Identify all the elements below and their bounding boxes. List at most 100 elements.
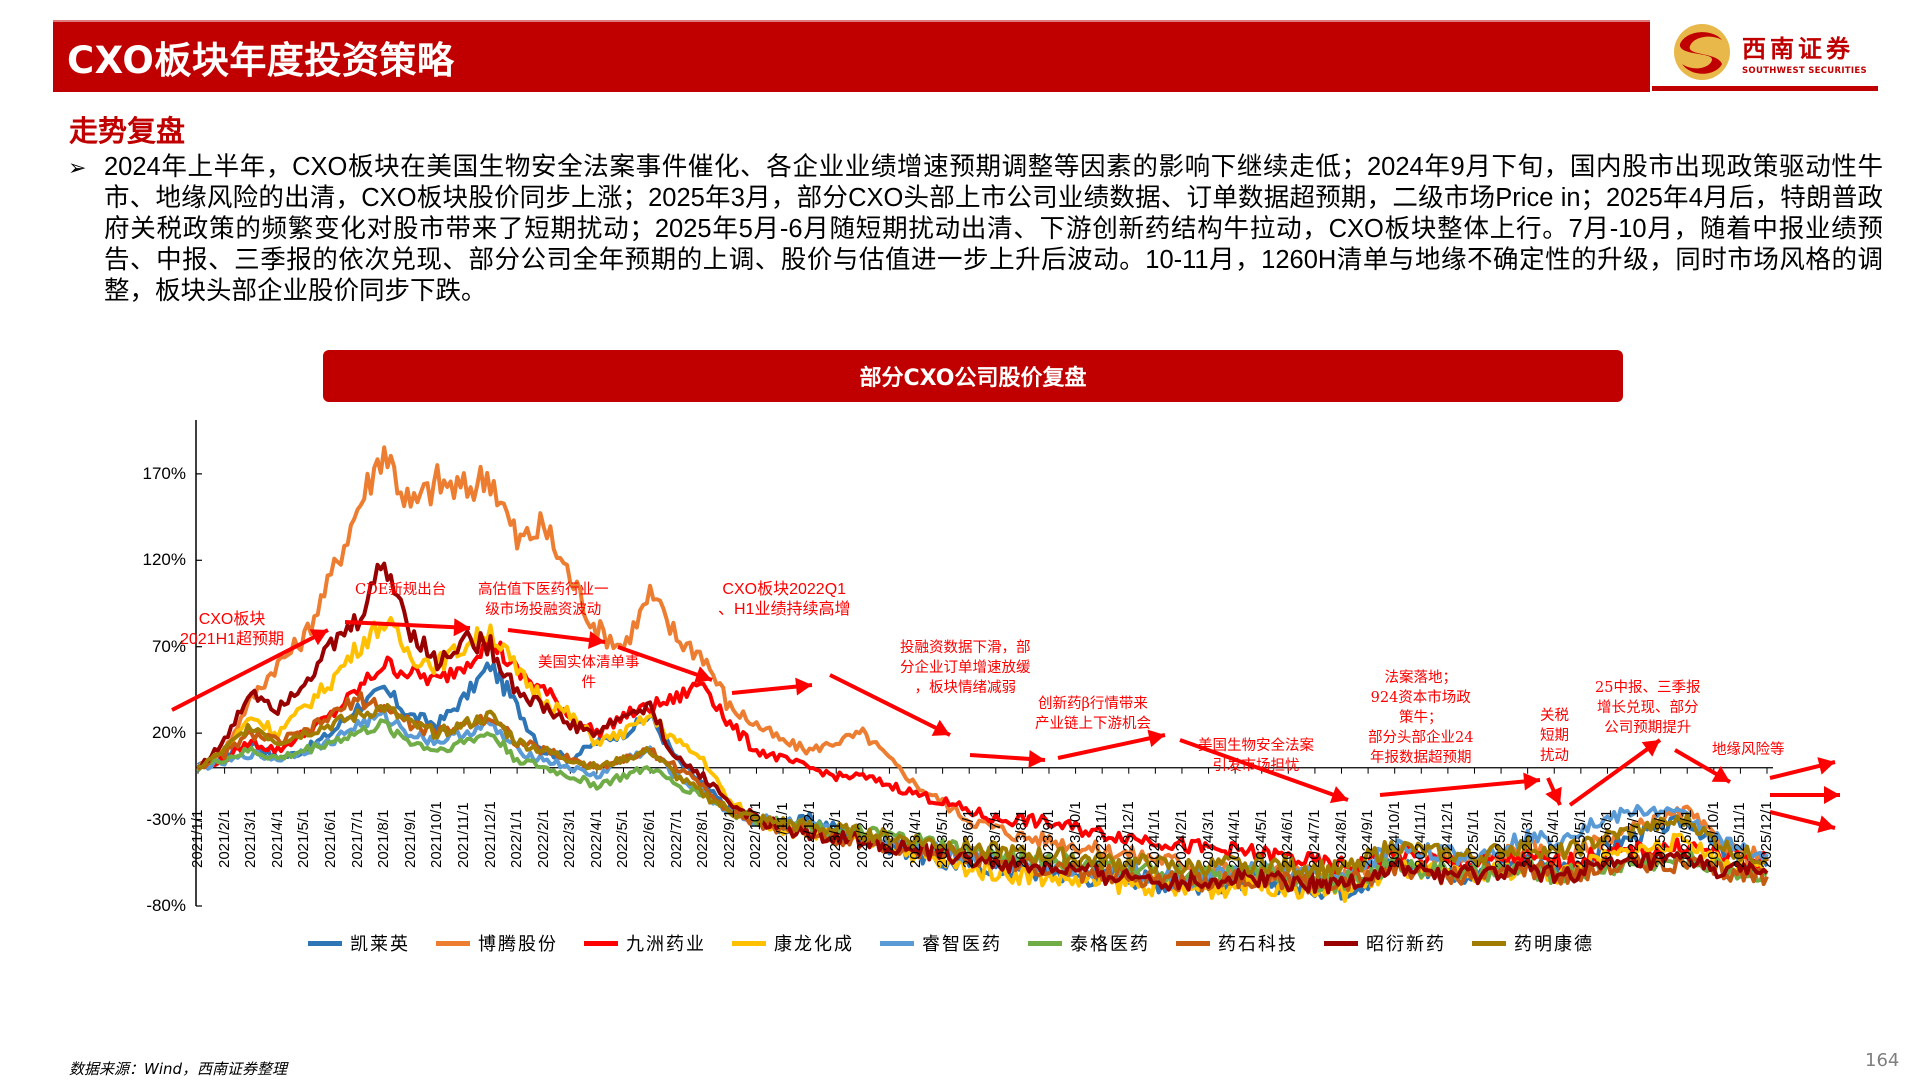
x-tick-label: 2022/1/1: [508, 809, 526, 868]
chart-annotation: 投融资数据下滑，部 分企业订单增速放缓 ，板块情绪减弱: [900, 640, 1031, 696]
legend-label: 九洲药业: [626, 934, 706, 955]
x-tick-label: 2024/9/1: [1359, 809, 1377, 868]
x-tick-label: 2025/7/1: [1625, 809, 1643, 868]
series-line: [196, 628, 1769, 875]
trend-arrow-head-icon: [309, 629, 328, 646]
x-tick-label: 2023/11/1: [1093, 802, 1111, 868]
summary-bullet: ➢ 2024年上半年，CXO板块在美国生物安全法案事件催化、各企业业绩增速预期调…: [68, 152, 1883, 307]
series-line: [196, 445, 1768, 893]
trend-arrow: [171, 628, 329, 712]
x-tick-label: 2021/1/1: [189, 809, 206, 868]
x-tick-label: 2022/3/1: [561, 809, 579, 868]
x-tick-label: 2021/2/1: [215, 809, 233, 868]
trend-arrow-head-icon: [1824, 786, 1840, 804]
trend-arrow-head-icon: [1817, 815, 1835, 833]
x-tick-label: 2025/2/1: [1492, 809, 1510, 868]
x-tick-label: 2025/8/1: [1651, 809, 1669, 868]
x-tick-label: 2023/12/1: [1119, 800, 1137, 868]
x-tick-label: 2023/3/1: [880, 809, 898, 868]
trend-arrow-head-icon: [1545, 786, 1562, 805]
trend-arrow-head-icon: [1147, 729, 1165, 748]
chart-title: 部分CXO公司股价复盘: [859, 366, 1087, 391]
x-tick-label: 2022/7/1: [667, 809, 685, 868]
chart-annotation: 法案落地； 924资本市场政 策牛； 部分头部企业24 年报数据超预期: [1368, 670, 1474, 766]
legend-label: 康龙化成: [774, 934, 854, 955]
trend-arrow: [829, 673, 951, 737]
x-tick-label: 2022/5/1: [614, 809, 632, 868]
x-tick-label: 2021/9/1: [401, 809, 419, 868]
x-tick-label: 2023/4/1: [907, 809, 925, 868]
x-tick-label: 2025/6/1: [1598, 809, 1616, 868]
chart-annotation: 关税 短期 扰动: [1540, 708, 1569, 764]
legend-swatch-icon: [732, 940, 766, 946]
logo-underline: [1652, 86, 1878, 91]
x-tick-label: 2024/1/1: [1146, 809, 1164, 868]
legend-item: 泰格医药: [1028, 930, 1150, 956]
trend-arrow: [1179, 738, 1349, 802]
x-tick-label: 2021/4/1: [268, 809, 286, 868]
chart-annotation: CXO板块 2021H1超预期: [180, 611, 285, 648]
x-tick-label: 2022/12/1: [800, 800, 818, 868]
x-tick-label: 2024/5/1: [1252, 809, 1270, 868]
x-tick-label: 2022/9/1: [720, 809, 738, 868]
x-tick-label: 2024/4/1: [1226, 809, 1244, 868]
trend-arrow: [1057, 733, 1166, 760]
x-tick-label: 2022/2/1: [534, 809, 552, 868]
legend-item: 凯莱英: [308, 930, 410, 956]
y-tick-label: 170%: [142, 463, 186, 483]
trend-arrow-head-icon: [693, 666, 712, 684]
x-tick-label: 2023/8/1: [1013, 809, 1031, 868]
trend-arrow: [1568, 738, 1662, 807]
trend-arrow-head-icon: [1028, 749, 1045, 768]
stock-price-chart: 170% 120% 70% 20% -30% -80% 2021/1/1 2021/2/1 20…: [100, 410, 1880, 970]
company-logo: 西南证券 SOUTHWEST SECURITIES: [1652, 18, 1882, 86]
x-tick-label: 2024/12/1: [1438, 800, 1456, 868]
x-tick-label: 2023/2/1: [853, 809, 871, 868]
summary-text: 2024年上半年，CXO板块在美国生物安全法案事件催化、各企业业绩增速预期调整等…: [104, 153, 1883, 305]
legend-swatch-icon: [880, 940, 914, 946]
legend-item: 康龙化成: [732, 930, 854, 956]
legend-label: 睿智医药: [922, 934, 1002, 955]
x-tick-label: 2024/11/1: [1412, 802, 1430, 868]
x-tick-label: 2025/11/1: [1731, 802, 1749, 868]
legend-item: 药石科技: [1176, 930, 1298, 956]
x-tick-label: 2021/3/1: [242, 809, 260, 868]
legend-label: 博腾股份: [478, 934, 558, 955]
trend-arrow-head-icon: [588, 631, 605, 649]
x-tick-label: 2022/8/1: [694, 809, 712, 868]
x-tick-label: 2021/12/1: [481, 800, 499, 868]
trend-arrow-head-icon: [453, 618, 470, 637]
legend-label: 凯莱英: [350, 934, 410, 955]
x-tick-label: 2024/10/1: [1385, 800, 1403, 868]
legend-swatch-icon: [308, 940, 342, 946]
legend-item: 药明康德: [1472, 930, 1594, 956]
legend-label: 药明康德: [1514, 934, 1594, 955]
x-tick-label: 2023/6/1: [960, 809, 978, 868]
legend-swatch-icon: [1028, 940, 1062, 946]
trend-arrow-head-icon: [795, 677, 812, 696]
x-tick-label: 2025/4/1: [1545, 809, 1563, 868]
x-tick-label: 2024/6/1: [1279, 809, 1297, 868]
legend-swatch-icon: [1324, 940, 1358, 946]
x-tick-label: 2021/8/1: [375, 809, 393, 868]
x-tick-label: 2023/9/1: [1039, 809, 1057, 868]
chart-annotation: CXO板块2022Q1 、H1业绩持续高增: [718, 581, 851, 618]
trend-arrow: [507, 628, 606, 644]
legend-swatch-icon: [584, 940, 618, 946]
trend-arrow: [344, 620, 471, 630]
x-tick-label: 2023/5/1: [933, 809, 951, 868]
x-tick-label: 2025/10/1: [1704, 800, 1722, 868]
x-tick-label: 2025/1/1: [1465, 809, 1483, 868]
chart-legend: 凯莱英 博腾股份 九洲药业 康龙化成 睿智医药 泰格医药 药石科技 昭衍新药 药明康德: [308, 930, 1620, 956]
legend-item: 九洲药业: [584, 930, 706, 956]
y-tick-label: -30%: [146, 809, 186, 829]
trend-arrow-head-icon: [1817, 757, 1835, 775]
x-tick-label: 2022/11/1: [774, 802, 792, 868]
title-bar: CXO板块年度投资策略: [53, 20, 1650, 92]
bullet-arrow-icon: ➢: [68, 156, 87, 181]
x-tick-label: 2025/3/1: [1518, 809, 1536, 868]
logo-text-cn: 西南证券: [1742, 33, 1854, 63]
logo-text-en: SOUTHWEST SECURITIES: [1742, 65, 1867, 76]
legend-item: 昭衍新药: [1324, 930, 1446, 956]
legend-item: 睿智医药: [880, 930, 1002, 956]
